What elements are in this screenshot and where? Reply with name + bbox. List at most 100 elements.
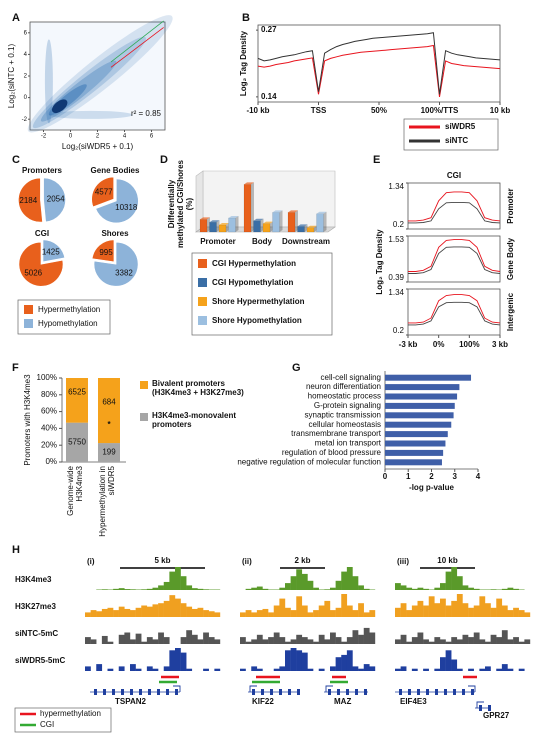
pie-slice xyxy=(18,241,64,287)
legend-label: siWDR5 xyxy=(445,122,476,131)
track-bin xyxy=(451,637,458,644)
track-bin xyxy=(456,639,463,644)
track-bin xyxy=(146,606,153,617)
y-tick-label: 100% xyxy=(37,373,57,382)
track-bin xyxy=(341,571,348,590)
exon xyxy=(364,689,367,695)
track-bin xyxy=(423,588,429,590)
track-bin xyxy=(395,668,401,671)
exon xyxy=(297,689,300,695)
bar xyxy=(385,431,448,438)
legend-label: siNTC xyxy=(445,136,468,145)
track-bin xyxy=(290,648,297,671)
track-bin xyxy=(273,668,280,671)
slice-label: 10318 xyxy=(115,203,138,212)
track-bin xyxy=(346,567,353,590)
track-bin xyxy=(318,605,325,617)
track-bin xyxy=(462,634,469,644)
track-bin xyxy=(428,641,435,644)
exon xyxy=(157,689,160,695)
exon xyxy=(408,689,411,695)
track-bin xyxy=(130,639,136,644)
track-bin xyxy=(118,588,125,590)
track-bin xyxy=(324,600,331,617)
track-bin xyxy=(330,587,336,590)
series-line xyxy=(408,201,501,224)
track-bin xyxy=(197,607,204,617)
track-bin xyxy=(245,641,252,644)
track-bin xyxy=(313,641,319,644)
panel-label: B xyxy=(242,12,250,24)
track-bin xyxy=(285,583,291,590)
track-bin xyxy=(313,587,319,590)
track-bin xyxy=(411,637,418,644)
track-bin xyxy=(273,632,280,644)
bar-shade xyxy=(226,223,229,232)
track-bin xyxy=(400,666,407,671)
row-label: Promoter xyxy=(506,188,515,224)
bar xyxy=(385,421,452,428)
track-bin xyxy=(163,600,170,617)
track-bin xyxy=(256,586,263,590)
track-bin xyxy=(214,612,221,617)
x-tick-label: Downstream xyxy=(282,237,330,246)
y-tick-label: G-protein signaling xyxy=(314,401,381,410)
track-bin xyxy=(440,583,446,590)
track-bin xyxy=(462,603,469,617)
track-bin xyxy=(411,668,418,671)
track-bin xyxy=(301,652,308,671)
track-bin xyxy=(417,632,424,644)
y-tick-label: negative regulation of molecular functio… xyxy=(237,457,381,466)
pie-title: Promoters xyxy=(22,166,63,175)
x-tick-label: TSS xyxy=(311,106,327,115)
y-tick-label: neuron differentiation xyxy=(306,382,381,391)
track-bin xyxy=(256,634,263,644)
y-tick-label: 0.39 xyxy=(388,273,404,282)
bar-shade xyxy=(263,221,273,224)
track-bin xyxy=(186,606,193,617)
track-bin xyxy=(456,576,463,590)
track-bin xyxy=(296,569,303,590)
track-bin xyxy=(307,668,314,671)
track-bin xyxy=(290,610,297,617)
legend-swatch xyxy=(198,297,207,306)
bar-segment xyxy=(66,378,88,423)
bar-segment xyxy=(98,443,120,462)
track-bin xyxy=(101,589,108,590)
track-bin xyxy=(191,588,198,590)
track-bin xyxy=(296,650,303,671)
y-axis-label: Promoters with H3K4me3 xyxy=(23,374,32,466)
track-bin xyxy=(197,639,204,644)
track-bin xyxy=(456,668,463,671)
track-bin xyxy=(85,612,91,617)
bar xyxy=(385,384,460,391)
track-bin xyxy=(307,580,314,590)
track-bin xyxy=(152,587,159,590)
track-bin xyxy=(411,588,418,590)
slice-label: 3382 xyxy=(115,268,133,277)
track-bin xyxy=(400,634,407,644)
exon xyxy=(355,689,358,695)
track-bin xyxy=(501,588,508,590)
track-bin xyxy=(268,612,274,617)
track-bin xyxy=(346,605,353,617)
y-tick-label: 1.53 xyxy=(388,235,404,244)
annotation: r² = 0.85 xyxy=(131,109,162,118)
x-tick-label: 1 xyxy=(406,472,411,481)
track-bin xyxy=(335,657,342,671)
track-bin xyxy=(203,668,209,671)
exon xyxy=(328,689,331,695)
track-bin xyxy=(507,587,514,590)
track-bin xyxy=(445,650,452,671)
exon xyxy=(346,689,349,695)
track-bin xyxy=(191,608,198,617)
track-bin xyxy=(113,610,119,617)
x-tick-label: 50% xyxy=(371,106,387,115)
track-bin xyxy=(400,585,407,590)
pie-title: CGI xyxy=(35,229,49,238)
bar-shade xyxy=(314,225,317,232)
track-bin xyxy=(285,641,291,644)
track-bin xyxy=(324,589,331,590)
track-bin xyxy=(107,607,114,617)
track-bin xyxy=(85,637,91,644)
